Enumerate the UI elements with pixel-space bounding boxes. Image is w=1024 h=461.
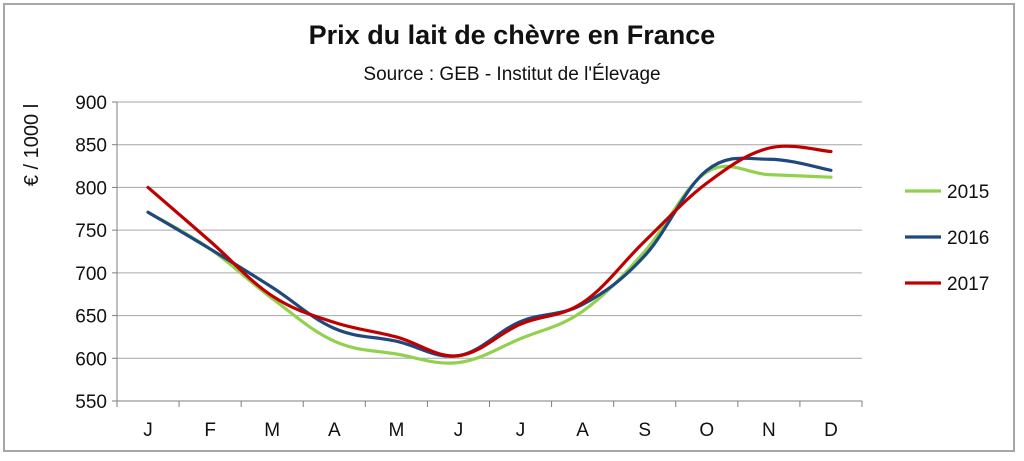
x-tick-label: S [638,420,651,441]
legend-label-2016: 2016 [947,228,989,249]
series-line-2017 [146,144,833,358]
y-tick-label: 600 [75,349,107,370]
x-tick-label: D [824,420,838,441]
y-tick-label: 850 [75,136,107,157]
gridlines [117,101,862,359]
y-tick-label: 800 [75,178,107,199]
y-tick-label: 900 [75,93,107,114]
axes: 550 600 650 700 750 800 850 900 J F M A M J J A S O N D [75,93,863,441]
x-tick-label: J [454,420,464,441]
y-tick-label: 700 [75,264,107,285]
legend-label-2015: 2015 [947,182,989,203]
y-tick-label: 550 [75,392,107,413]
y-axis-label: € / 1000 l [21,104,43,186]
x-tick-label: J [516,420,526,441]
chart-subtitle: Source : GEB - Institut de l'Élevage [363,64,660,85]
x-tick-label: F [204,420,216,441]
x-tick-label: A [328,420,341,441]
y-tick-label: 650 [75,307,107,328]
legend-label-2017: 2017 [947,274,989,295]
x-tick-label: M [264,420,280,441]
series-line-2016 [146,156,833,358]
x-tick-label: J [143,420,153,441]
x-tick-label: M [388,420,404,441]
series-line-2015 [146,164,833,365]
x-tick-label: A [576,420,589,441]
legend: 2015 2016 2017 [905,182,989,295]
x-tick-label: O [699,420,714,441]
series-lines [146,144,833,365]
x-tick-label: N [762,420,776,441]
chart-title: Prix du lait de chèvre en France [309,20,716,50]
y-tick-label: 750 [75,221,107,242]
